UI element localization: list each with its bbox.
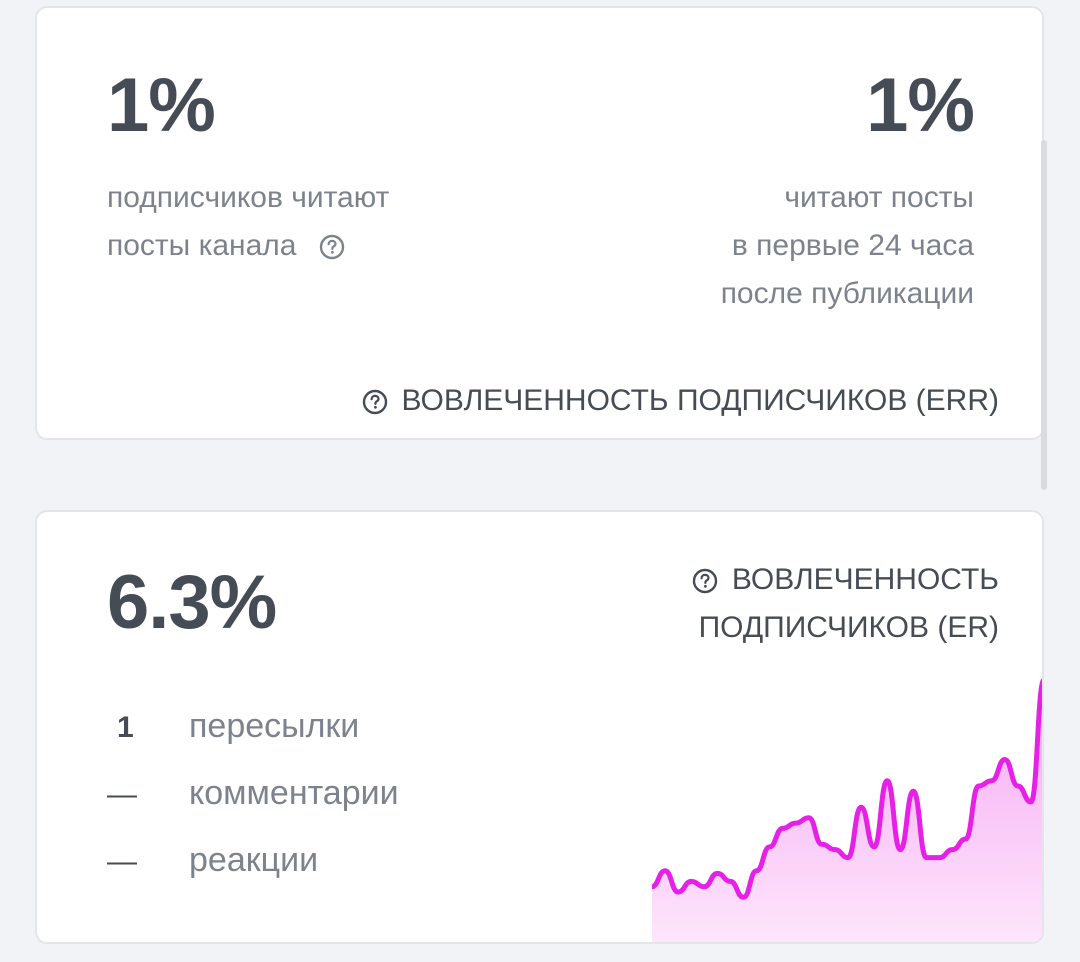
help-icon[interactable] — [692, 568, 718, 594]
read-24h-line1: читают посты — [784, 181, 974, 214]
subscribers-read-line2-text: посты канала — [107, 229, 297, 262]
stat-row-forwards: 1 пересылки — [107, 706, 359, 746]
help-icon[interactable] — [319, 234, 345, 260]
subscribers-read-line2: посты канала — [107, 222, 389, 270]
stat-value: — — [107, 778, 137, 811]
er-value: 6.3% — [107, 560, 277, 645]
sparkline-area — [652, 685, 1042, 942]
er-title[interactable]: ВОВЛЕЧЕННОСТЬ ПОДПИСЧИКОВ (ER) — [692, 556, 999, 652]
er-card: 6.3% ВОВЛЕЧЕННОСТЬ ПОДПИСЧИКОВ (ER) 1 пер… — [35, 510, 1044, 944]
subscribers-read-description: подписчиков читают посты канала — [107, 174, 389, 270]
er-title-line1-text: ВОВЛЕЧЕННОСТЬ — [731, 563, 999, 596]
err-card: 1% 1% подписчиков читают посты канала чи… — [35, 6, 1044, 440]
stat-label: реакции — [189, 841, 319, 879]
sparkline-line — [652, 678, 1042, 900]
read-24h-line2: в первые 24 часа — [731, 229, 974, 262]
scrollbar-thumb[interactable] — [1041, 140, 1047, 490]
er-title-line2: ПОДПИСЧИКОВ (ER) — [698, 611, 999, 644]
er-title-line1: ВОВЛЕЧЕННОСТЬ — [692, 556, 999, 604]
read-24h-value: 1% — [866, 63, 975, 148]
subscribers-read-value: 1% — [107, 63, 216, 148]
err-footer-label[interactable]: ВОВЛЕЧЕННОСТЬ ПОДПИСЧИКОВ (ERR) — [362, 377, 999, 425]
subscribers-read-line1: подписчиков читают — [107, 181, 390, 214]
read-24h-description: читают посты в первые 24 часа после публ… — [721, 174, 974, 318]
er-sparkline — [652, 678, 1042, 942]
stat-label: пересылки — [189, 707, 360, 745]
stat-label: комментарии — [189, 774, 399, 812]
stat-row-comments: — комментарии — [107, 773, 399, 813]
help-icon[interactable] — [362, 389, 388, 415]
stat-row-reactions: — реакции — [107, 840, 318, 880]
stat-value: — — [107, 845, 137, 878]
stat-value: 1 — [117, 711, 134, 744]
err-footer-text: ВОВЛЕЧЕННОСТЬ ПОДПИСЧИКОВ (ERR) — [401, 384, 999, 417]
read-24h-line3: после публикации — [720, 277, 974, 310]
